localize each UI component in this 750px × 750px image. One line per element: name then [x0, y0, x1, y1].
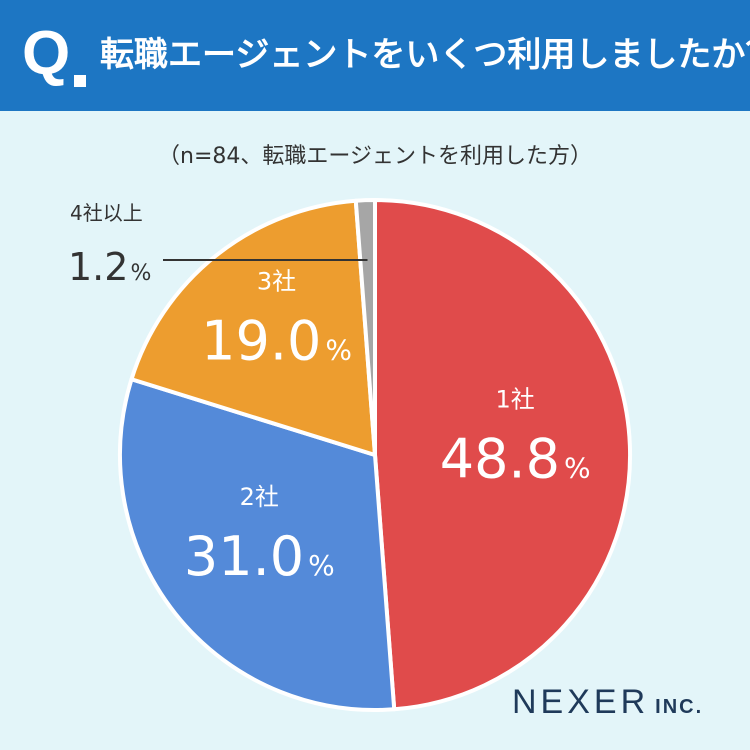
question-q-dot — [74, 75, 86, 87]
slice-value-label-1: 48.8% — [440, 428, 591, 491]
pie-slice-3 — [129, 198, 377, 457]
slice-value-label-3: 19.0% — [201, 309, 352, 372]
pie-slice-2 — [118, 377, 397, 712]
slice-category-label-3: 3社 — [257, 267, 296, 295]
slice-category-label-1: 1社 — [496, 386, 535, 414]
question-text: 転職エージェントをいくつ利用しましたか？ — [100, 35, 750, 75]
sample-note: （n=84、転職エージェントを利用した方） — [158, 144, 592, 169]
slice-value-label-2: 31.0% — [184, 525, 335, 588]
slice-value-label-4: 1.2% — [68, 245, 151, 289]
question-header: Q 転職エージェントをいくつ利用しましたか？ — [0, 0, 750, 111]
logo-sub: INC. — [655, 696, 704, 718]
pie-slice-4 — [353, 197, 377, 457]
pie-slice-1 — [373, 198, 633, 712]
company-logo: NEXER INC. — [512, 683, 703, 722]
slice-category-label-4: 4社以上 — [70, 201, 143, 225]
logo-main: NEXER — [512, 683, 650, 721]
question-q-mark: Q — [22, 19, 71, 88]
slice-category-label-2: 2社 — [240, 483, 279, 511]
